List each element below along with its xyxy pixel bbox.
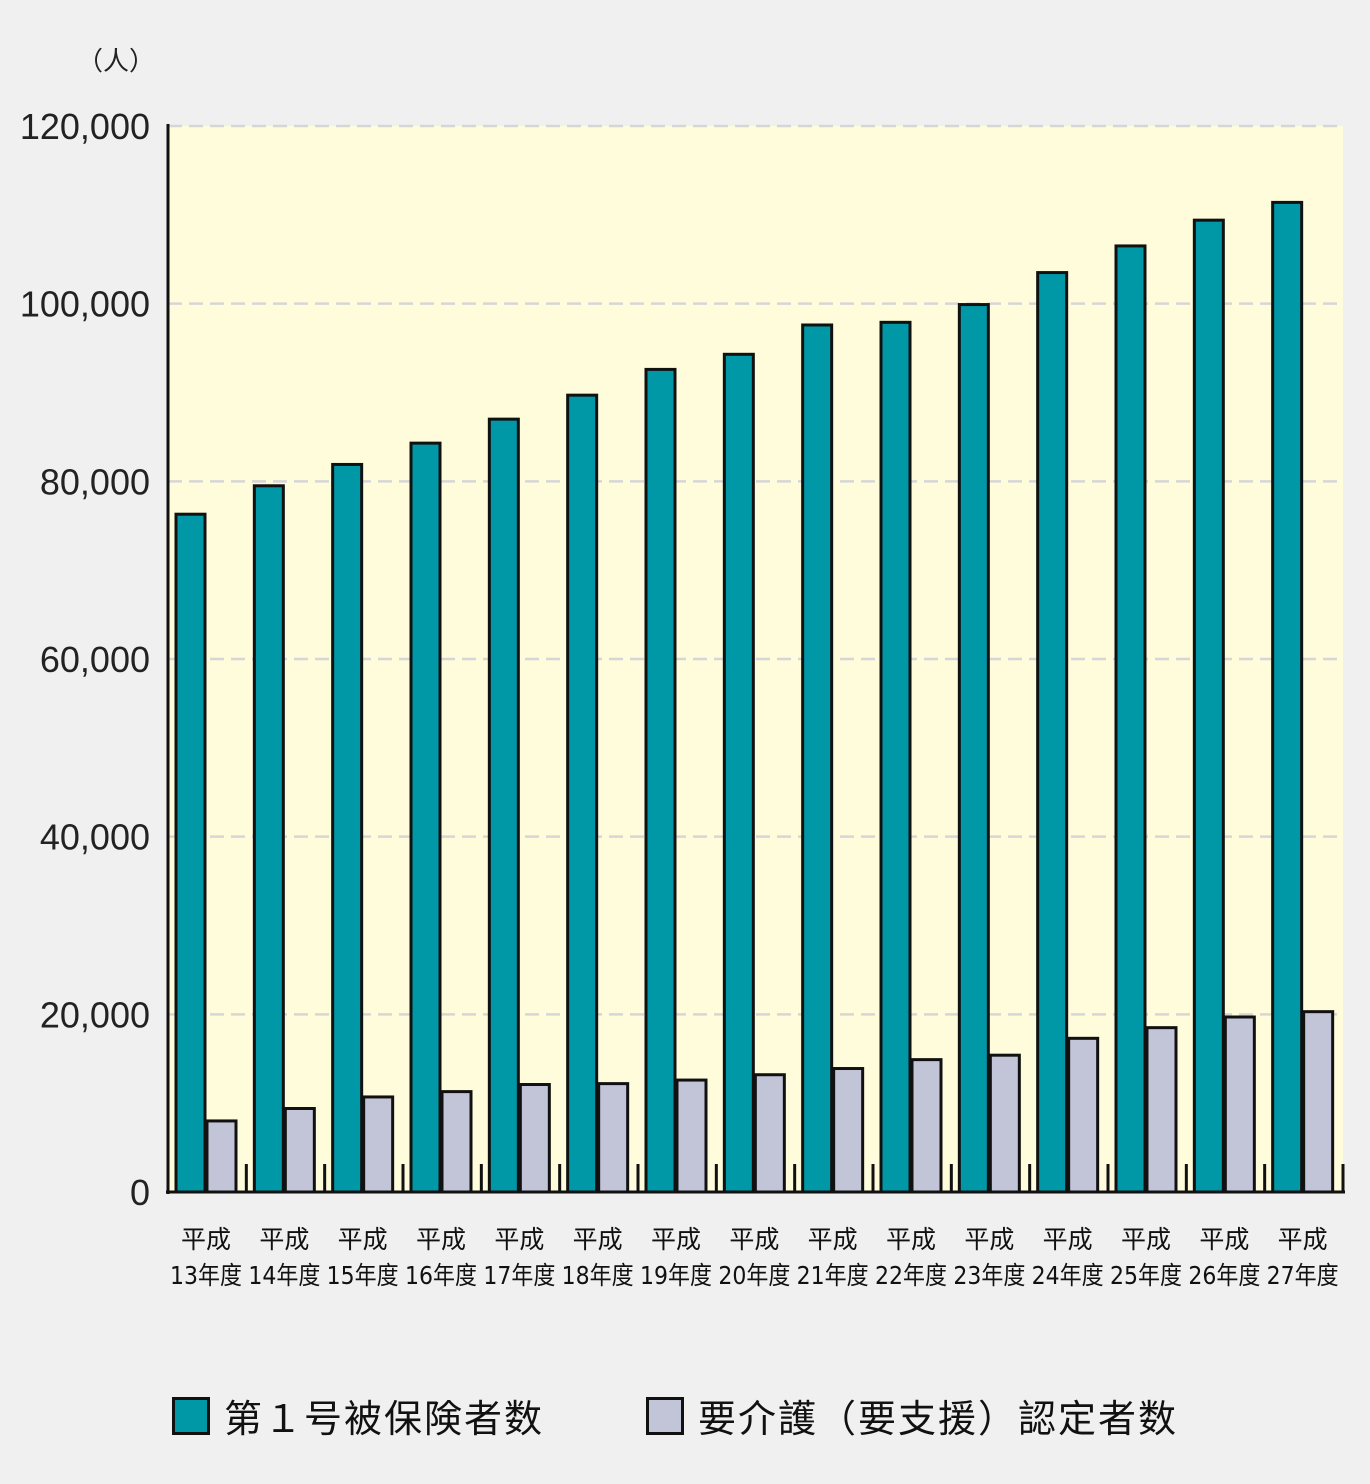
x-tick-label: 平成 — [259, 1225, 309, 1254]
y-tick-label: 0 — [130, 1172, 150, 1213]
x-tick-label: 27年度 — [1267, 1261, 1339, 1290]
bar-insured — [566, 393, 599, 1194]
bar-insured — [801, 323, 834, 1194]
y-tick-label: 40,000 — [40, 817, 150, 858]
x-tick-label: 18年度 — [562, 1261, 634, 1290]
legend-swatch-certified — [646, 1396, 684, 1435]
bar-certified — [988, 1053, 1021, 1194]
x-tick-label: 14年度 — [248, 1261, 320, 1290]
x-tick-label: 24年度 — [1032, 1261, 1104, 1290]
x-tick-label: 平成 — [651, 1225, 701, 1254]
bar-insured — [409, 441, 442, 1194]
bar-insured — [957, 303, 990, 1194]
bar-certified — [440, 1090, 473, 1194]
x-tick-label: 26年度 — [1188, 1261, 1260, 1290]
bar-insured — [252, 484, 285, 1194]
x-tick-label: 16年度 — [405, 1261, 477, 1290]
bar-certified — [362, 1095, 395, 1194]
bar-certified — [1223, 1015, 1256, 1194]
x-tick-label: 平成 — [964, 1225, 1014, 1254]
legend-swatch-insured — [172, 1396, 210, 1435]
y-tick-label: 60,000 — [40, 639, 150, 680]
x-tick-label: 22年度 — [875, 1261, 947, 1290]
x-tick-label: 13年度 — [170, 1261, 242, 1290]
x-tick-label: 平成 — [1199, 1225, 1249, 1254]
bar-insured — [722, 352, 755, 1194]
bar-certified — [597, 1082, 630, 1194]
x-tick-label: 19年度 — [640, 1261, 712, 1290]
bar-certified — [753, 1073, 786, 1194]
x-tick-label: 17年度 — [483, 1261, 555, 1290]
y-tick-label: 80,000 — [40, 461, 150, 502]
y-axis-unit: （人） — [77, 47, 155, 77]
bar-certified — [1067, 1036, 1100, 1194]
y-tick-label: 20,000 — [40, 994, 150, 1035]
y-tick-label: 100,000 — [20, 284, 150, 325]
bar-insured — [644, 367, 677, 1194]
bar-insured — [487, 417, 520, 1194]
legend-label-insured: 第１号被保険者数 — [224, 1397, 545, 1441]
bar-certified — [1302, 1010, 1335, 1194]
bar-certified — [518, 1083, 551, 1194]
bar-insured — [1271, 200, 1304, 1194]
x-tick-label: 平成 — [729, 1225, 779, 1254]
bar-certified — [832, 1067, 865, 1194]
bar-insured — [331, 462, 364, 1194]
x-tick-label: 平成 — [886, 1225, 936, 1254]
bar-insured — [1114, 244, 1147, 1194]
x-tick-label: 平成 — [573, 1225, 623, 1254]
legend-item-insured: 第１号被保険者数 — [172, 1388, 544, 1443]
bar-insured — [879, 320, 912, 1194]
x-tick-label: 20年度 — [718, 1261, 790, 1290]
x-tick-label: 23年度 — [953, 1261, 1025, 1290]
x-tick-label: 平成 — [1278, 1225, 1328, 1254]
bar-insured — [1036, 271, 1069, 1194]
bar-certified — [283, 1106, 316, 1194]
x-tick-label: 平成 — [338, 1225, 388, 1254]
bar-certified — [910, 1058, 943, 1194]
legend-label-certified: 要介護（要支援）認定者数 — [698, 1397, 1179, 1441]
bar-certified — [675, 1078, 708, 1194]
legend-item-certified: 要介護（要支援）認定者数 — [646, 1388, 1178, 1443]
bar-insured — [174, 512, 207, 1194]
x-tick-label: 平成 — [1043, 1225, 1093, 1254]
x-tick-label: 25年度 — [1110, 1261, 1182, 1290]
x-tick-label: 15年度 — [327, 1261, 399, 1290]
x-tick-label: 平成 — [1121, 1225, 1171, 1254]
bar-certified — [1145, 1026, 1178, 1194]
x-tick-label: 平成 — [181, 1225, 231, 1254]
x-tick-label: 平成 — [416, 1225, 466, 1254]
x-tick-label: 平成 — [494, 1225, 544, 1254]
bar-certified — [205, 1119, 238, 1194]
bar-insured — [1192, 218, 1225, 1194]
x-tick-label: 21年度 — [797, 1261, 869, 1290]
x-tick-label: 平成 — [808, 1225, 858, 1254]
y-tick-label: 120,000 — [20, 106, 150, 147]
